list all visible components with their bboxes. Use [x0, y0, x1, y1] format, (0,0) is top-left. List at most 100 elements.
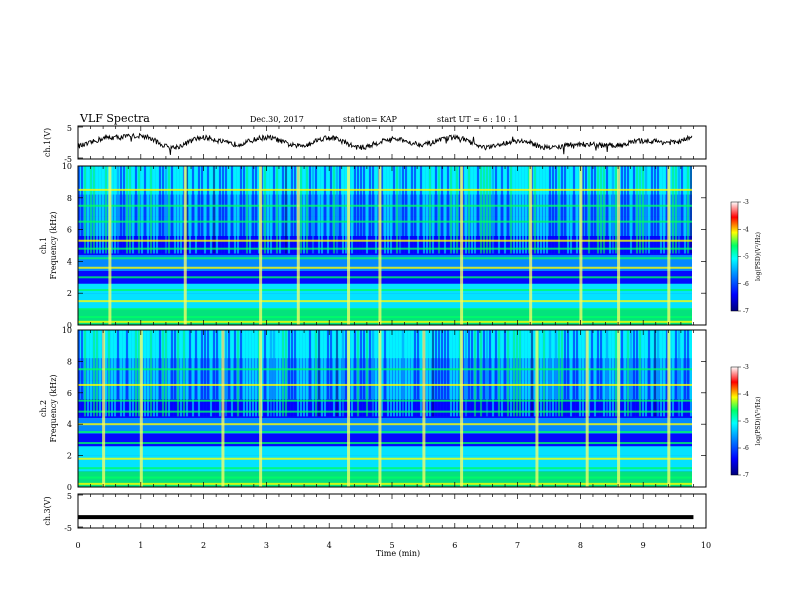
spectrogram-column	[606, 166, 608, 254]
spectrogram-column	[126, 166, 128, 254]
spectrogram-column	[627, 330, 629, 417]
spectrogram-column	[132, 330, 134, 417]
spectrogram-column	[420, 330, 422, 417]
y-tick-label: -5	[64, 155, 72, 164]
spectrogram-column	[237, 166, 239, 254]
spectrogram-column	[426, 330, 428, 417]
spectrogram-column	[246, 166, 248, 254]
spectrogram-bright-column	[579, 166, 583, 325]
spectrogram-line	[78, 276, 692, 279]
spectrogram-column	[297, 330, 299, 417]
spectrogram-line	[78, 423, 692, 426]
spectrogram-column	[177, 330, 179, 417]
spectrogram-column	[210, 166, 212, 254]
spectrogram-column	[198, 166, 200, 254]
figure-station: station= KAP	[343, 115, 398, 124]
spectrogram-column	[486, 330, 488, 417]
spectrogram-column	[411, 330, 413, 417]
spectrogram-column	[384, 330, 386, 417]
spectrogram-column	[114, 166, 116, 254]
spectrogram-column	[675, 330, 677, 417]
spectrogram-column	[453, 330, 455, 417]
spectrogram-column	[195, 166, 197, 254]
spectrogram-column	[360, 330, 362, 417]
spectrogram-column	[225, 330, 227, 417]
spectrogram-column	[111, 330, 113, 417]
spectrogram-column	[123, 330, 125, 417]
spectrogram-column	[564, 330, 566, 417]
spectrogram-column	[624, 330, 626, 417]
colorbar-tick-label: -6	[743, 281, 749, 288]
spectrogram-column	[294, 166, 296, 254]
spectrogram-column	[516, 166, 518, 254]
spectrogram-column	[315, 330, 317, 417]
spectrogram-column	[309, 166, 311, 254]
spectrogram-column	[300, 330, 302, 417]
spectrogram-column	[315, 166, 317, 254]
spectrogram-column	[474, 166, 476, 254]
y-tick-label: 6	[67, 226, 72, 235]
spectrogram-column	[252, 166, 254, 254]
spectrogram-column	[393, 330, 395, 417]
colorbar-tick-label: -5	[743, 254, 749, 261]
spectrogram-bright-column	[667, 166, 671, 325]
spectrogram-column	[192, 330, 194, 417]
spectrogram-column	[510, 330, 512, 417]
spectrogram-column	[180, 330, 182, 417]
spectrogram-column	[228, 166, 230, 254]
spectrogram-column	[327, 166, 329, 254]
spectrogram-column	[684, 166, 686, 254]
spectrogram-column	[186, 330, 188, 417]
spectrogram-bright-column	[139, 330, 143, 487]
spectrogram-column	[291, 166, 293, 254]
spectrogram-column	[312, 330, 314, 417]
spectrogram-column	[477, 166, 479, 254]
spectrogram-column	[156, 166, 158, 254]
spectrogram-bright-column	[108, 166, 112, 325]
spectrogram-line	[78, 399, 692, 402]
y-tick-label: 4	[67, 420, 72, 429]
spectrogram-column	[678, 330, 680, 417]
spectrogram-column	[228, 330, 230, 417]
spectrogram-column	[576, 166, 578, 254]
spectrogram-column	[600, 330, 602, 417]
spectrogram-column	[399, 330, 401, 417]
time-axis: 0 1 2 3 4 5 6 7 8 9 10	[75, 541, 711, 550]
spectrogram-column	[162, 166, 164, 254]
spectrogram-column	[648, 330, 650, 417]
spectrogram-column	[183, 330, 185, 417]
spectrogram-column	[471, 166, 473, 254]
spectrogram-bright-column	[535, 330, 539, 487]
spectrogram-column	[504, 166, 506, 254]
spectrogram-column	[603, 330, 605, 417]
spectrogram-empty	[692, 166, 706, 325]
spectrogram-column	[96, 166, 98, 254]
spectrogram-column	[369, 166, 371, 254]
spectrogram-column	[549, 330, 551, 417]
spectrogram-column	[78, 166, 80, 254]
spectrogram-column	[351, 330, 353, 417]
spectrogram-column	[345, 166, 347, 254]
spectrogram-column	[621, 166, 623, 254]
spectrogram-column	[105, 166, 107, 254]
y-tick-label: 4	[67, 257, 72, 266]
spectrogram-column	[339, 166, 341, 254]
spectrogram-column	[363, 166, 365, 254]
spectrogram-bright-column	[422, 330, 426, 487]
spectrogram-line	[78, 188, 692, 191]
spectrogram-column	[258, 330, 260, 417]
figure-date: Dec.30, 2017	[250, 115, 304, 124]
spectrogram-column	[327, 330, 329, 417]
spectrogram-column	[672, 330, 674, 417]
spectrogram-column	[603, 166, 605, 254]
spectrogram-column	[579, 330, 581, 417]
y-tick-label: 0	[67, 321, 72, 330]
y-tick-label: 6	[67, 389, 72, 398]
spectrogram-column	[387, 330, 389, 417]
spectrogram-column	[108, 330, 110, 417]
spectrogram-column	[633, 330, 635, 417]
spectrogram-column	[645, 330, 647, 417]
spectrogram-column	[303, 330, 305, 417]
spectrogram-line	[78, 368, 692, 371]
colorbar-gradient	[730, 201, 739, 312]
